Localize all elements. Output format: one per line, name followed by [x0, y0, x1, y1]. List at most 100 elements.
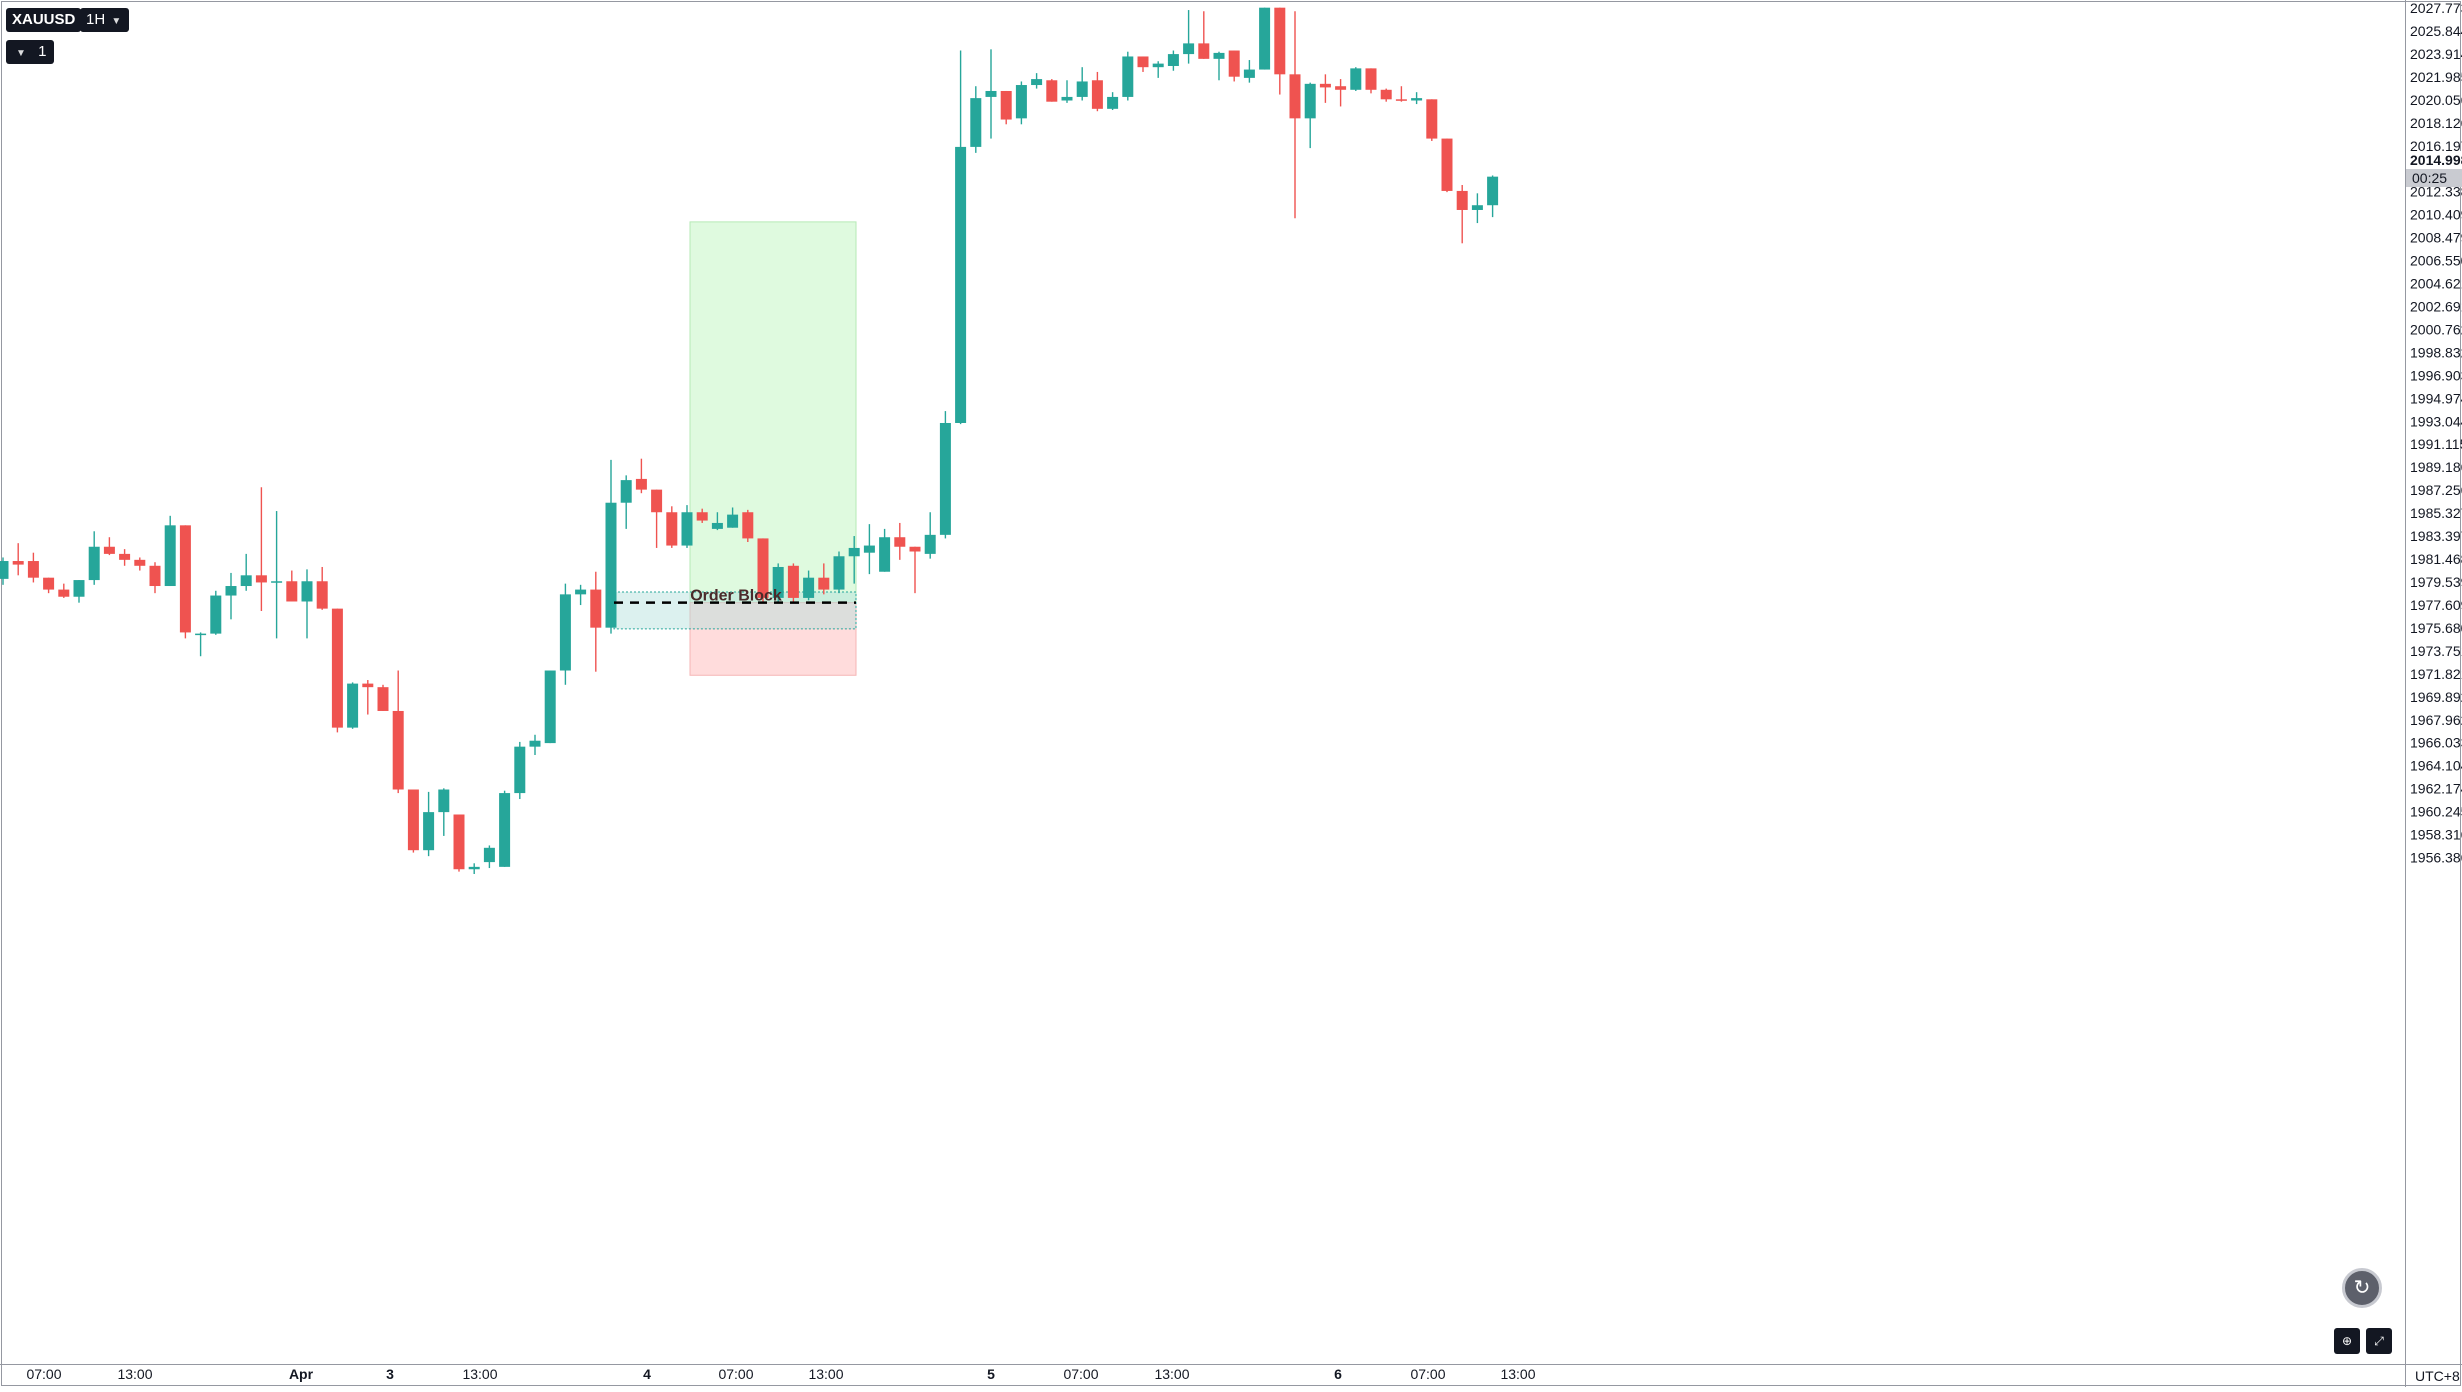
take-profit-zone[interactable]: [689, 221, 857, 604]
candle[interactable]: [164, 515, 176, 587]
auto-scale-button[interactable]: ⤢: [2366, 1328, 2392, 1354]
reset-chart-button[interactable]: ↻: [2342, 1268, 2382, 1308]
candle[interactable]: [590, 571, 602, 672]
candle[interactable]: [924, 512, 936, 559]
candle[interactable]: [195, 632, 207, 657]
candle[interactable]: [119, 549, 131, 566]
candle[interactable]: [1441, 138, 1453, 193]
candle[interactable]: [377, 684, 389, 711]
candle[interactable]: [575, 584, 587, 606]
candle[interactable]: [985, 49, 997, 139]
candle[interactable]: [1107, 92, 1119, 111]
candle[interactable]: [301, 569, 313, 639]
candle[interactable]: [1274, 7, 1286, 95]
candle[interactable]: [1183, 10, 1195, 64]
candle[interactable]: [514, 741, 526, 800]
candle[interactable]: [818, 563, 830, 595]
price-axis[interactable]: 2027.773 2025.844 2023.914 2021.985 2020.056…: [2410, 0, 2462, 866]
candle[interactable]: [1395, 86, 1407, 102]
candle[interactable]: [1426, 99, 1438, 141]
candle[interactable]: [12, 543, 24, 576]
candle[interactable]: [605, 459, 617, 634]
candle[interactable]: [1335, 79, 1347, 107]
candle[interactable]: [225, 572, 237, 620]
candle[interactable]: [1167, 50, 1179, 71]
candle[interactable]: [240, 553, 252, 591]
candle[interactable]: [666, 506, 678, 548]
candle[interactable]: [392, 670, 404, 794]
symbol-button[interactable]: XAUUSD: [6, 8, 82, 32]
candle[interactable]: [1487, 175, 1499, 218]
candle[interactable]: [711, 512, 723, 531]
candle[interactable]: [210, 590, 222, 635]
candle[interactable]: [1411, 92, 1423, 105]
candle[interactable]: [286, 570, 298, 602]
candle[interactable]: [529, 734, 541, 755]
stop-loss-zone[interactable]: [689, 602, 857, 676]
candle[interactable]: [1228, 50, 1240, 82]
candle[interactable]: [179, 525, 191, 639]
candle[interactable]: [1350, 67, 1362, 91]
candle[interactable]: [651, 489, 663, 548]
candle[interactable]: [1046, 79, 1058, 102]
candle[interactable]: [271, 511, 283, 639]
timezone-label[interactable]: UTC+8: [2415, 1368, 2460, 1384]
candle[interactable]: [483, 845, 495, 869]
candle[interactable]: [1456, 184, 1468, 244]
candle[interactable]: [1471, 193, 1483, 224]
candle[interactable]: [453, 814, 465, 872]
candle[interactable]: [1091, 71, 1103, 112]
candle[interactable]: [727, 507, 739, 528]
candle[interactable]: [635, 458, 647, 494]
candle[interactable]: [1122, 51, 1134, 101]
candle[interactable]: [894, 522, 906, 560]
candle[interactable]: [803, 570, 815, 601]
candle[interactable]: [347, 682, 359, 729]
candle[interactable]: [1365, 68, 1377, 94]
candle[interactable]: [848, 536, 860, 584]
indicators-toggle[interactable]: ▼ 1: [6, 40, 55, 64]
candle[interactable]: [43, 577, 55, 594]
candle[interactable]: [833, 551, 845, 594]
candle[interactable]: [1031, 73, 1043, 89]
candle[interactable]: [407, 789, 419, 853]
order-block-zone[interactable]: [613, 591, 857, 630]
candle[interactable]: [438, 788, 450, 836]
time-axis[interactable]: 07:00 13:00 Apr 3 13:00 4 07:00 13:00 5 07:00 13:0…: [26, 1366, 1535, 1382]
candle[interactable]: [1319, 74, 1331, 103]
candle[interactable]: [1259, 7, 1271, 70]
candle[interactable]: [757, 538, 769, 602]
interval-button[interactable]: 1H ▼: [80, 8, 130, 32]
candle[interactable]: [134, 557, 146, 571]
candle[interactable]: [1137, 56, 1149, 72]
candle[interactable]: [362, 680, 374, 715]
candle[interactable]: [909, 546, 921, 594]
candle[interactable]: [0, 557, 9, 585]
candle[interactable]: [772, 563, 784, 602]
candle[interactable]: [73, 580, 85, 603]
candle[interactable]: [316, 566, 328, 610]
candle[interactable]: [681, 505, 693, 548]
candle[interactable]: [696, 508, 708, 523]
candle[interactable]: [103, 537, 115, 556]
candle[interactable]: [58, 583, 70, 598]
candle[interactable]: [255, 487, 267, 612]
candle[interactable]: [742, 509, 754, 542]
candle[interactable]: [879, 528, 891, 572]
candle[interactable]: [1213, 51, 1225, 81]
candle[interactable]: [1198, 11, 1210, 59]
candle[interactable]: [423, 791, 435, 857]
candle[interactable]: [1304, 82, 1316, 149]
candle[interactable]: [787, 563, 799, 602]
candle[interactable]: [1243, 60, 1255, 83]
candle[interactable]: [939, 411, 951, 539]
candle[interactable]: [620, 475, 632, 529]
candle[interactable]: [331, 608, 343, 733]
candle[interactable]: [544, 670, 556, 744]
candle[interactable]: [1061, 80, 1073, 103]
candle[interactable]: [970, 86, 982, 153]
candle[interactable]: [1289, 11, 1301, 219]
candle[interactable]: [1152, 61, 1164, 78]
candle[interactable]: [1380, 88, 1392, 102]
